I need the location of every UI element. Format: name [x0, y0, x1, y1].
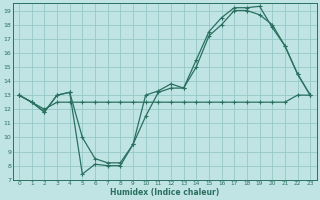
X-axis label: Humidex (Indice chaleur): Humidex (Indice chaleur) — [110, 188, 219, 197]
